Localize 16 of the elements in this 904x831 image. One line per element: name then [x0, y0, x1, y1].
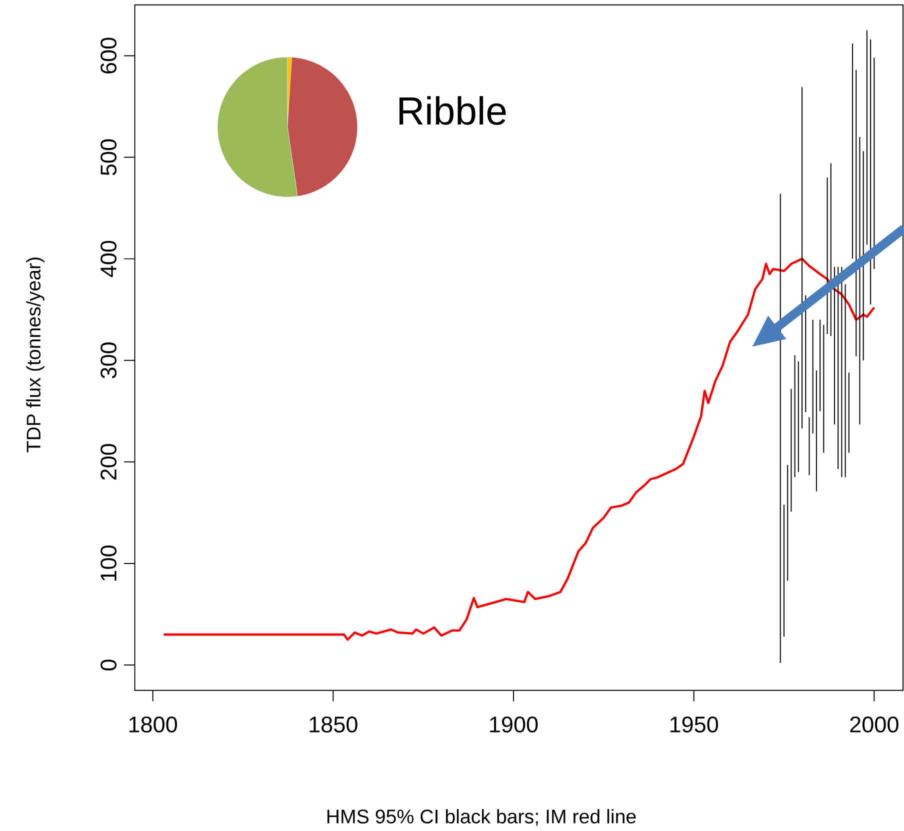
- y-axis-title: TDP flux (tonnes/year): [26, 257, 44, 452]
- x-tick-label: 1900: [490, 716, 538, 732]
- x-tick-label: 1800: [129, 716, 178, 732]
- x-tick-label: 1850: [310, 716, 358, 732]
- line-series: [162, 258, 876, 641]
- x-tick-label: 2000: [850, 716, 898, 732]
- x-axis-title: HMS 95% CI black bars; IM red line: [327, 808, 636, 826]
- y-tick-label: 400: [100, 240, 117, 277]
- y-tick-label: 600: [100, 38, 117, 74]
- y-tick-label: 200: [100, 444, 117, 480]
- x-tick-label: 1950: [670, 716, 718, 732]
- y-tick-label: 0: [100, 660, 117, 670]
- y-tick-label: 500: [100, 139, 117, 176]
- y-tick-label: 100: [100, 545, 117, 580]
- y-tick-label: 300: [100, 342, 117, 378]
- annotation: Ribble: [399, 96, 506, 125]
